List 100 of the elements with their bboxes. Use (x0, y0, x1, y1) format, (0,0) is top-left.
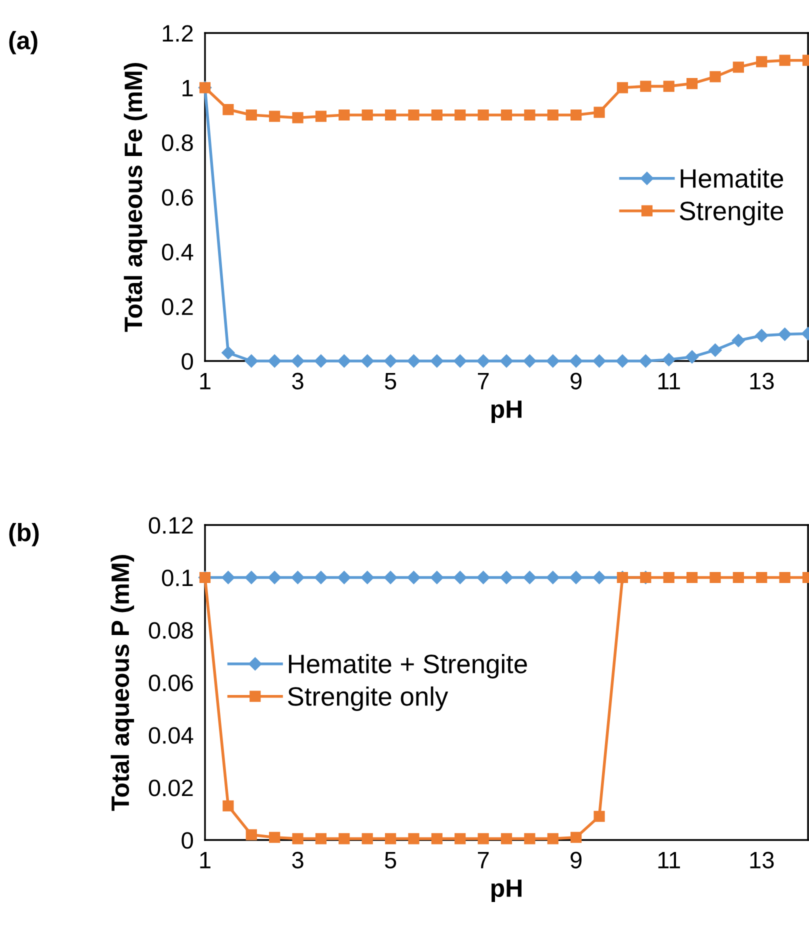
y-tick-label: 0.08 (148, 622, 193, 639)
point (710, 572, 721, 584)
point (478, 109, 489, 121)
point (291, 354, 304, 368)
point (315, 110, 327, 122)
point (315, 833, 327, 844)
point (594, 810, 605, 822)
point (246, 829, 257, 840)
point (756, 572, 768, 584)
point (663, 572, 674, 584)
point (547, 109, 558, 121)
point (523, 570, 536, 584)
y-tick-label: 0.04 (148, 727, 194, 744)
point (547, 833, 558, 844)
point (500, 354, 514, 368)
legend-label: Hematite + Strengite (288, 654, 527, 679)
y-axis-title: Total aqueous P (mM) (110, 555, 134, 811)
point (407, 354, 420, 368)
y-axis-title: Total aqueous Fe (mM) (124, 63, 148, 332)
point (291, 570, 304, 584)
point (732, 572, 744, 584)
x-axis-title: pH (491, 880, 522, 902)
point (639, 354, 652, 368)
x-tick-label: 11 (658, 372, 680, 390)
point (454, 109, 466, 121)
y-tick-label: 0.2 (162, 298, 193, 316)
point (338, 833, 350, 844)
point (244, 570, 258, 584)
x-tick-label: 3 (292, 372, 304, 390)
y-tick-label: 0.6 (162, 189, 193, 206)
point (431, 109, 442, 121)
point (268, 354, 282, 368)
y-tick-label: 0.02 (148, 780, 193, 796)
point (384, 570, 398, 584)
x-tick-label: 13 (750, 852, 774, 868)
point (779, 572, 790, 584)
point (338, 354, 351, 368)
point (454, 570, 467, 584)
point (570, 109, 582, 121)
point (222, 570, 235, 584)
x-tick-label: 1 (200, 372, 210, 390)
point (569, 354, 583, 368)
point (755, 328, 768, 342)
chart-title: (a) (9, 31, 38, 54)
point (686, 572, 698, 584)
point (732, 62, 744, 73)
point (222, 800, 234, 812)
point (269, 110, 280, 122)
x-tick-label: 5 (384, 372, 396, 390)
point (663, 80, 674, 92)
point (430, 354, 444, 368)
point (384, 833, 396, 844)
point (594, 106, 605, 118)
x-tick-label: 7 (478, 852, 489, 868)
point (686, 78, 698, 90)
y-tick-label: 0 (182, 832, 193, 849)
legend-label: Hematite (680, 168, 784, 188)
y-tick-label: 0.1 (162, 570, 193, 586)
y-tick-label: 0.12 (148, 517, 193, 534)
x-tick-label: 3 (292, 852, 304, 868)
point (500, 570, 514, 584)
point (314, 570, 328, 584)
x-tick-label: 1 (200, 852, 210, 868)
point (222, 346, 235, 360)
point (292, 833, 304, 844)
y-tick-label: 0.06 (148, 674, 193, 692)
point (779, 54, 790, 66)
point (640, 80, 652, 92)
point (685, 350, 699, 364)
x-tick-label: 13 (750, 372, 774, 390)
point (454, 354, 467, 368)
x-tick-label: 9 (570, 372, 582, 390)
point (778, 328, 792, 341)
point (246, 109, 257, 121)
point (384, 354, 398, 368)
point (524, 833, 536, 844)
point (360, 570, 374, 584)
point (476, 570, 490, 584)
point (662, 353, 676, 366)
chart-title: (b) (9, 523, 39, 546)
point (616, 82, 628, 94)
x-tick-label: 9 (570, 852, 582, 868)
point (478, 833, 489, 844)
legend-label: Strengite only (288, 686, 448, 712)
point (244, 354, 258, 368)
y-tick-label: 0.4 (162, 244, 194, 260)
point (592, 354, 606, 368)
point (408, 109, 420, 121)
point (546, 354, 560, 368)
point (338, 109, 350, 121)
point (362, 109, 373, 121)
point (268, 570, 282, 584)
point (616, 354, 630, 368)
point (546, 570, 560, 584)
y-tick-label: 0 (182, 353, 193, 370)
point (431, 833, 442, 844)
x-axis-title: pH (491, 400, 522, 423)
point (524, 109, 536, 121)
y-tick-label: 1.2 (162, 25, 193, 42)
point (710, 71, 721, 82)
